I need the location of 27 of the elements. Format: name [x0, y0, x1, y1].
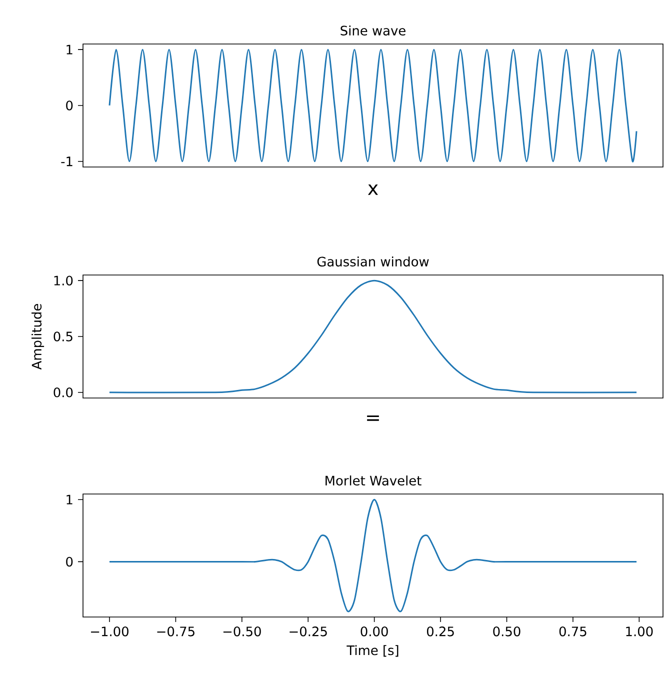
- line-series: [108, 280, 638, 394]
- chart-title: Gaussian window: [317, 256, 429, 267]
- y-tick-label: 1: [66, 494, 72, 504]
- y-tick-label: -1: [61, 156, 72, 166]
- x-tick-label: 0.75: [559, 626, 586, 636]
- y-tick-label: 0.5: [54, 332, 72, 342]
- x-tick-label: −0.50: [223, 626, 261, 636]
- x-tick-label: −1.00: [91, 626, 128, 636]
- y-tick-label: 0.0: [54, 388, 73, 398]
- y-axis-title: Amplitude: [32, 304, 44, 370]
- y-tick-label: 1.0: [54, 276, 73, 286]
- chart-title: Sine wave: [340, 25, 406, 36]
- line-series: [108, 498, 638, 612]
- line-series: [108, 48, 638, 162]
- x-tick-label: 1.00: [626, 626, 653, 636]
- x-tick-label: 0.50: [493, 626, 520, 636]
- x-axis-title: x: [368, 184, 378, 195]
- x-tick-label: −0.75: [157, 626, 194, 636]
- y-tick-label: 0: [66, 556, 73, 567]
- x-axis-title: Time [s]: [346, 645, 398, 657]
- x-tick-label: −0.25: [290, 626, 327, 636]
- y-tick-label: 1: [66, 44, 72, 54]
- chart-title: Morlet Wavelet: [326, 475, 422, 486]
- y-tick-label: 0: [66, 100, 73, 110]
- x-axis-title: =: [367, 416, 379, 421]
- x-tick-label: 0.25: [426, 626, 454, 636]
- x-tick-label: 0.00: [360, 626, 388, 636]
